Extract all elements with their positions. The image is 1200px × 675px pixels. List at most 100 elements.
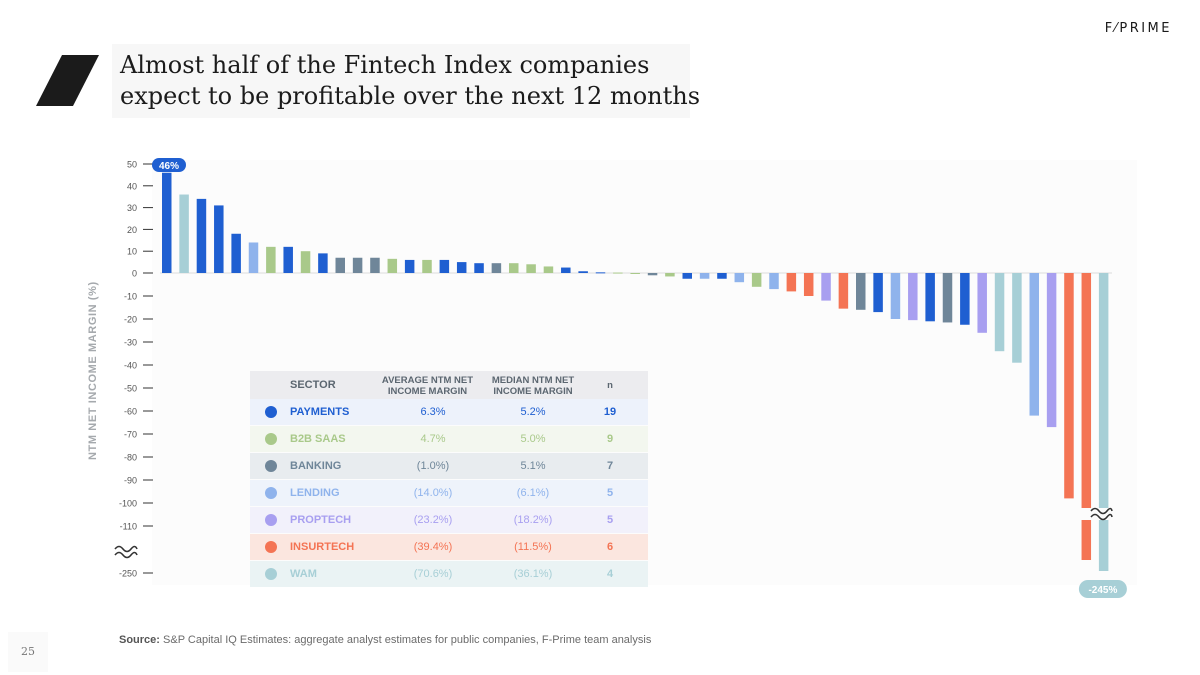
bar-wam [1098,273,1109,571]
bar-wam [1012,273,1022,363]
sector-color-dot [265,514,277,526]
average-margin: (70.6%) [413,568,453,580]
bar-insurtech [1081,273,1092,560]
bar-payments [578,271,588,273]
header-sector: SECTOR [290,379,336,391]
sector-color-dot [265,568,277,580]
bar-payments [561,267,571,273]
source-note: Source: S&P Capital IQ Estimates: aggreg… [119,634,651,646]
bar-proptech [821,273,831,301]
bar-payments [595,272,606,274]
bar-b2b-saas [630,273,640,274]
y-tick-label: 40 [127,181,137,191]
bar-wam [179,194,189,273]
header-median-line-1: MEDIAN NTM NET [491,375,575,386]
sector-name: PROPTECH [290,514,352,526]
sector-color-dot [265,487,277,499]
bar-lending [769,273,779,290]
y-tick-label: -70 [124,430,137,440]
sector-name: LENDING [290,487,340,499]
bar-payments [717,273,727,279]
brand-logo-text: F⁄PRIME [1104,21,1172,36]
bar-lending [248,242,259,273]
bar-break-gap [1080,508,1093,520]
company-count: 6 [606,541,614,553]
bar-payments [162,172,172,273]
y-tick-label: -250 [119,569,137,579]
company-count: 5 [606,514,614,526]
y-tick-label: 50 [127,160,137,170]
bar-b2b-saas [526,264,536,273]
median-margin: (18.2%) [513,514,553,526]
max-value-label-pill [152,158,186,172]
bar-proptech [908,273,918,321]
sector-color-dot [265,433,277,445]
bar-b2b-saas [266,246,276,273]
median-margin: 5.1% [520,460,546,472]
bar-lending [734,273,745,283]
average-margin: (23.2%) [413,514,453,526]
title-line-1: Almost half of the Fintech Index compani… [120,51,650,79]
table-row: BANKING (1.0%) 5.1% 7 [250,453,648,479]
header-median: MEDIAN NTM NET INCOME MARGIN [480,375,586,397]
median-margin: (6.1%) [516,487,550,499]
average-margin: (39.4%) [413,541,453,553]
bar-insurtech [803,273,814,296]
bar-payments [318,253,328,273]
company-count: 5 [606,487,614,499]
bar-lending [1029,273,1039,416]
y-tick-label: 30 [127,203,137,213]
y-tick-label: 20 [127,225,137,235]
average-margin: (1.0%) [416,460,450,472]
y-tick-label: -30 [124,338,137,348]
bar-payments [231,233,241,273]
bar-payments [474,263,484,273]
max-value-label: 46% [159,161,179,172]
header-average-line-2: INCOME MARGIN [387,386,468,397]
header-n: n [607,380,613,391]
company-count: 19 [603,406,617,418]
sector-name: B2B SAAS [290,433,346,445]
company-count: 9 [606,433,614,445]
bar-banking [335,257,345,273]
bar-insurtech [838,273,849,309]
bar-wam [994,273,1005,352]
bar-break-icon [1090,507,1113,521]
sector-name: BANKING [290,460,342,472]
bar-b2b-saas [387,258,398,273]
bar-b2b-saas [509,263,519,273]
bar-payments [873,273,883,313]
min-value-label-pill [1078,580,1127,598]
median-margin: 5.2% [520,406,546,418]
bar-lending [890,273,901,319]
table-row: INSURTECH (39.4%) (11.5%) 6 [250,534,648,560]
page-number: 25 [8,632,48,672]
bar-proptech [977,273,987,333]
bar-banking [856,273,866,310]
y-tick-label: -40 [124,361,137,371]
bar-banking [370,257,380,273]
bar-labels-group: 46% -245% [152,158,1127,598]
bar-banking [942,273,953,323]
table-row: PROPTECH (23.2%) (18.2%) 5 [250,507,648,533]
bar-b2b-saas [422,259,432,273]
median-margin: (11.5%) [514,541,552,553]
bar-payments [196,198,207,273]
bar-proptech [1046,273,1057,428]
table-header: SECTOR AVERAGE NTM NET INCOME MARGIN MED… [250,371,648,399]
sector-summary-table: SECTOR AVERAGE NTM NET INCOME MARGIN MED… [250,371,648,587]
header-average-line-1: AVERAGE NTM NET [381,375,474,386]
sector-color-dot [265,460,277,472]
min-value-label: -245% [1088,585,1117,596]
sector-color-dot [265,406,277,418]
title-line-2: expect to be profitable over the next 12… [120,82,701,110]
bars-group [162,172,1110,571]
logo-parallelogram-icon [36,55,99,106]
page-title: Almost half of the Fintech Index compani… [120,50,700,112]
source-text: S&P Capital IQ Estimates: aggregate anal… [163,634,652,646]
bar-b2b-saas [751,273,762,287]
sector-name: WAM [290,568,317,580]
bar-b2b-saas [543,266,554,273]
y-tick-label: -110 [120,522,137,532]
table-row: PAYMENTS 6.3% 5.2% 19 [250,399,648,425]
